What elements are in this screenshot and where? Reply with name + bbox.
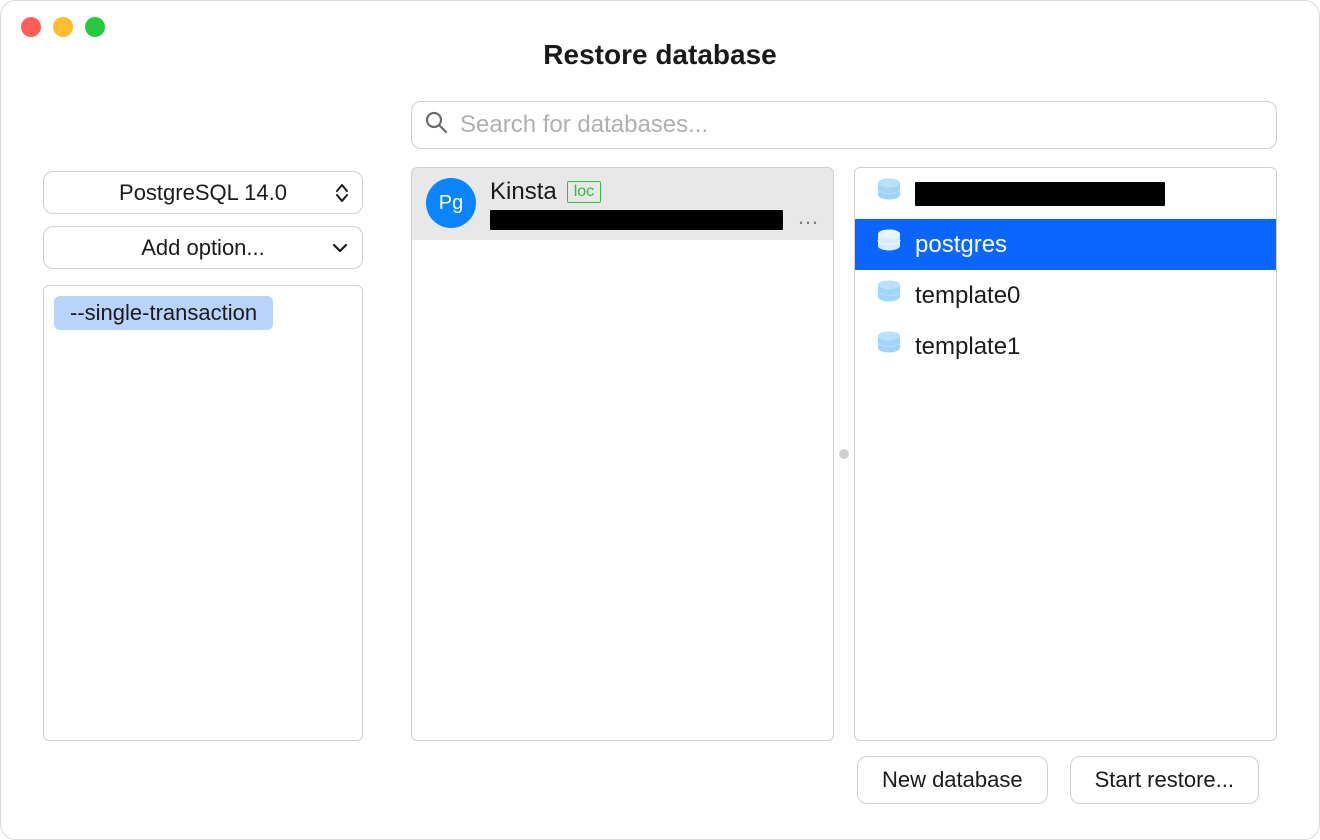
connections-panel: Pg Kinsta loc … (411, 167, 834, 741)
database-item[interactable]: postgres (855, 219, 1276, 270)
local-tag: loc (567, 181, 601, 203)
connection-item[interactable]: Pg Kinsta loc … (412, 168, 833, 240)
database-name: template1 (915, 333, 1020, 361)
database-item[interactable] (855, 168, 1276, 219)
split-handle[interactable] (839, 449, 849, 459)
database-item[interactable]: template1 (855, 321, 1276, 372)
updown-icon (336, 184, 348, 202)
version-select[interactable]: PostgreSQL 14.0 (43, 171, 363, 214)
minimize-icon[interactable] (53, 17, 73, 37)
connection-text: Kinsta loc (490, 178, 783, 230)
main-row: PostgreSQL 14.0 Add option... --single-t… (1, 101, 1319, 741)
search-bar[interactable] (411, 101, 1277, 149)
database-icon (875, 176, 903, 211)
options-list: --single-transaction (43, 285, 363, 741)
footer: New database Start restore... (1, 741, 1319, 839)
add-option-select[interactable]: Add option... (43, 226, 363, 269)
database-icon (875, 278, 903, 313)
chevron-down-icon (332, 242, 348, 254)
database-name: template0 (915, 282, 1020, 310)
sidebar: PostgreSQL 14.0 Add option... --single-t… (43, 101, 363, 741)
browser-area: Pg Kinsta loc … (411, 101, 1277, 741)
zoom-icon[interactable] (85, 17, 105, 37)
connection-subtitle-redacted (490, 210, 783, 230)
database-name-redacted (915, 182, 1165, 206)
connection-name: Kinsta (490, 178, 557, 206)
panels: Pg Kinsta loc … (411, 167, 1277, 741)
database-name: postgres (915, 231, 1007, 259)
database-item[interactable]: template0 (855, 270, 1276, 321)
ellipsis-label: … (797, 204, 819, 230)
page-title: Restore database (1, 39, 1319, 71)
option-pill[interactable]: --single-transaction (54, 296, 273, 330)
database-panel: postgres template0 template1 (854, 167, 1277, 741)
close-icon[interactable] (21, 17, 41, 37)
postgres-badge-icon: Pg (426, 178, 476, 228)
start-restore-button[interactable]: Start restore... (1070, 756, 1259, 804)
database-icon (875, 227, 903, 262)
add-option-label: Add option... (141, 235, 265, 261)
search-icon (424, 110, 448, 141)
version-select-label: PostgreSQL 14.0 (119, 180, 287, 206)
database-icon (875, 329, 903, 364)
window: Restore database PostgreSQL 14.0 Add opt… (0, 0, 1320, 840)
traffic-lights (21, 17, 105, 37)
new-database-button[interactable]: New database (857, 756, 1048, 804)
search-input[interactable] (460, 111, 1264, 139)
content: PostgreSQL 14.0 Add option... --single-t… (1, 101, 1319, 839)
